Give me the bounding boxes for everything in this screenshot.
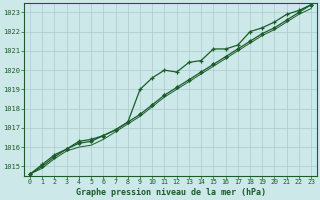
X-axis label: Graphe pression niveau de la mer (hPa): Graphe pression niveau de la mer (hPa) — [76, 188, 266, 197]
